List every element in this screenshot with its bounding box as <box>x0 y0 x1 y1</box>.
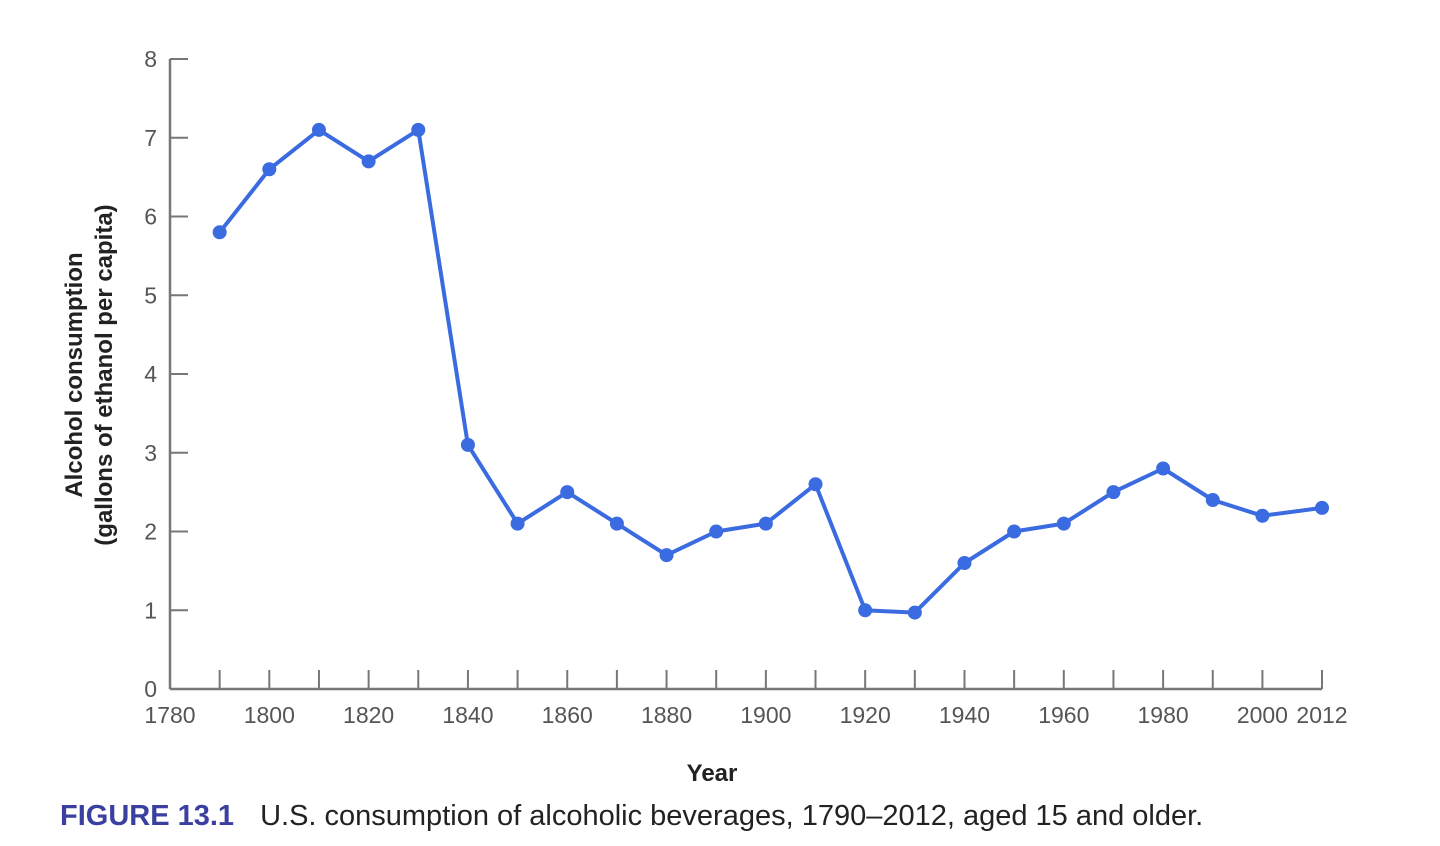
data-point <box>361 154 376 169</box>
x-tick-label: 1780 <box>144 702 195 728</box>
x-tick-label: 1940 <box>939 702 990 728</box>
data-point <box>411 122 426 137</box>
data-point <box>1056 516 1071 531</box>
x-tick-label: 2000 <box>1237 702 1288 728</box>
y-tick-label: 4 <box>144 361 157 387</box>
data-point <box>460 437 475 452</box>
x-tick-label: 1840 <box>442 702 493 728</box>
data-point <box>808 477 823 492</box>
data-point <box>1007 524 1022 539</box>
data-point <box>262 162 277 177</box>
data-point <box>907 605 922 620</box>
caption-text: U.S. consumption of alcoholic beverages,… <box>260 800 1204 832</box>
x-tick-label: 2012 <box>1296 702 1347 728</box>
y-tick-label: 8 <box>144 46 157 72</box>
x-tick-label: 1900 <box>740 702 791 728</box>
x-tick-label: 1960 <box>1038 702 1089 728</box>
tick-marks <box>170 58 1323 690</box>
y-tick-label: 6 <box>144 204 157 230</box>
data-point <box>560 485 575 500</box>
data-point <box>311 122 326 137</box>
data-point <box>212 225 227 240</box>
data-point <box>1205 493 1220 507</box>
data-point <box>1255 508 1270 523</box>
y-axis-title-line2: (gallons of ethanol per capita) <box>91 204 118 545</box>
data-point <box>709 524 724 539</box>
tick-labels: 0 1 2 3 4 5 6 7 8 1780 1800 1820 1840 1860 1880 1900 192… <box>144 46 1347 728</box>
data-point <box>1315 500 1329 515</box>
y-tick-label: 3 <box>144 440 157 466</box>
data-point <box>957 556 972 570</box>
data-point <box>1156 461 1171 476</box>
data-point <box>758 516 773 531</box>
figure-caption: FIGURE 13.1 U.S. consumption of alcoholic… <box>60 800 1203 833</box>
data-point <box>510 516 525 531</box>
y-tick-label: 0 <box>144 676 157 702</box>
y-axis-title-line1: Alcohol consumption <box>61 252 88 497</box>
x-tick-label: 1920 <box>840 702 891 728</box>
data-point <box>1106 485 1121 500</box>
series-line <box>217 127 1324 615</box>
data-point <box>659 548 674 563</box>
y-tick-label: 1 <box>144 597 157 623</box>
data-point <box>858 603 873 618</box>
y-tick-label: 2 <box>144 519 157 545</box>
data-point <box>609 516 624 531</box>
x-axis-title: Year <box>687 760 738 787</box>
x-tick-label: 1980 <box>1138 702 1189 728</box>
data-points <box>212 122 1329 620</box>
y-tick-label: 7 <box>144 125 157 151</box>
y-tick-label: 5 <box>144 282 157 308</box>
axes <box>168 59 1322 691</box>
x-tick-label: 1800 <box>244 702 295 728</box>
x-tick-label: 1820 <box>343 702 394 728</box>
series-line <box>217 127 1324 615</box>
figure-number: FIGURE 13.1 <box>60 800 235 832</box>
x-tick-label: 1880 <box>641 702 692 728</box>
x-tick-label: 1860 <box>542 702 593 728</box>
